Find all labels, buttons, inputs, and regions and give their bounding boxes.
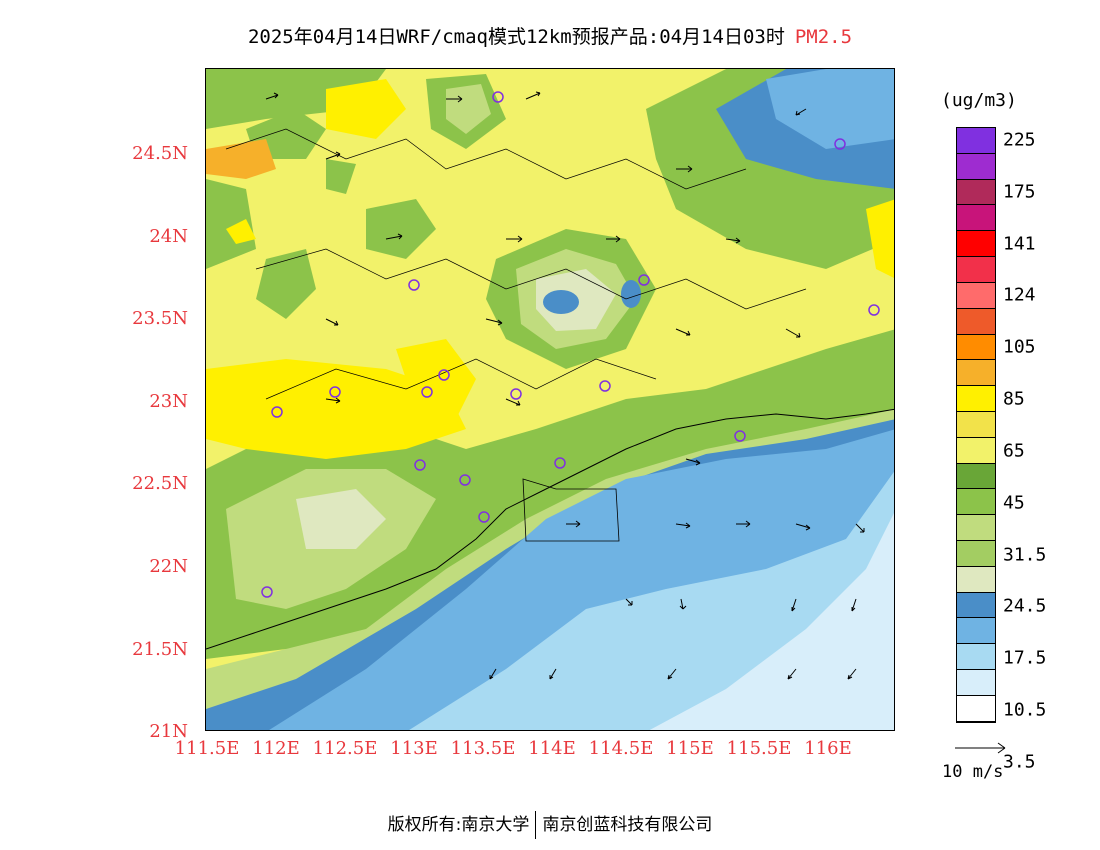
legend-tick-label: 45	[1003, 492, 1025, 514]
legend-tick-label: 31.5	[1003, 544, 1047, 566]
legend-swatch	[957, 566, 995, 593]
legend-tick-label: 105	[1003, 336, 1036, 358]
legend-tick-label: 141	[1003, 233, 1036, 255]
legend-swatch	[957, 205, 995, 232]
lon-label: 113E	[390, 738, 438, 759]
lat-label: 21N	[149, 721, 188, 742]
legend-tick-label: 85	[1003, 388, 1025, 410]
legend-swatch	[957, 618, 995, 645]
legend-swatch	[957, 334, 995, 361]
chart-title: 2025年04月14日WRF/cmaq模式12km预报产品:04月14日03时 P…	[0, 22, 1100, 49]
legend-swatch	[957, 489, 995, 516]
footer-company: 南京创蓝科技有限公司	[542, 815, 713, 835]
lat-label: 21.5N	[132, 639, 188, 660]
lon-label: 113.5E	[450, 738, 516, 759]
legend-tick-label: 124	[1003, 284, 1036, 306]
legend-swatch	[957, 153, 995, 180]
lon-label: 116E	[804, 738, 852, 759]
lon-label: 115E	[666, 738, 714, 759]
legend-tick-label: 65	[1003, 440, 1025, 462]
lat-label: 24.5N	[132, 143, 188, 164]
legend-colorbar	[956, 127, 996, 723]
lon-label: 114E	[528, 738, 576, 759]
legend-tick-label: 17.5	[1003, 647, 1047, 669]
title-variable: PM2.5	[794, 26, 853, 48]
footer-divider	[535, 811, 537, 839]
concentration-field	[206, 69, 894, 730]
footer: 版权所有:南京大学 南京创蓝科技有限公司	[0, 810, 1100, 839]
legend-swatch	[957, 541, 995, 567]
legend-swatch	[957, 282, 995, 309]
legend-swatch	[957, 644, 995, 671]
lon-label: 112E	[252, 738, 300, 759]
pm25-map	[205, 68, 895, 731]
footer-copyright: 版权所有:南京大学	[387, 815, 530, 835]
legend-swatch	[957, 231, 995, 258]
legend-tick-label: 24.5	[1003, 595, 1047, 617]
legend-swatch	[957, 411, 995, 438]
lon-label: 112.5E	[312, 738, 378, 759]
legend-swatch	[957, 670, 995, 696]
lon-label: 111.5E	[174, 738, 240, 759]
legend-swatch	[957, 695, 995, 722]
reference-arrow-icon	[955, 742, 1006, 754]
legend-swatch	[957, 360, 995, 387]
legend-swatch	[957, 386, 995, 412]
legend-tick-label: 10.5	[1003, 699, 1047, 721]
legend-swatch	[957, 308, 995, 335]
legend-swatch	[957, 257, 995, 283]
legend-swatch	[957, 515, 995, 541]
legend-tick-label: 3.5	[1003, 751, 1036, 773]
lat-label: 22N	[149, 556, 188, 577]
legend-swatch	[957, 179, 995, 206]
legend-swatch	[957, 463, 995, 490]
legend-tick-label: 225	[1003, 129, 1036, 151]
legend-unit: (ug/m3)	[941, 90, 1017, 111]
reference-vector-label: 10 m/s	[942, 762, 1004, 782]
lon-label: 115.5E	[726, 738, 792, 759]
legend-tick-label: 175	[1003, 181, 1036, 203]
legend-swatch	[957, 437, 995, 464]
lat-label: 22.5N	[132, 473, 188, 494]
lat-label: 24N	[149, 226, 188, 247]
legend-swatch	[957, 128, 995, 154]
lat-label: 23.5N	[132, 308, 188, 329]
title-main: 2025年04月14日WRF/cmaq模式12km预报产品:04月14日03时	[247, 26, 785, 48]
lon-label: 114.5E	[588, 738, 654, 759]
legend-swatch	[957, 592, 995, 619]
lat-label: 23N	[149, 391, 188, 412]
